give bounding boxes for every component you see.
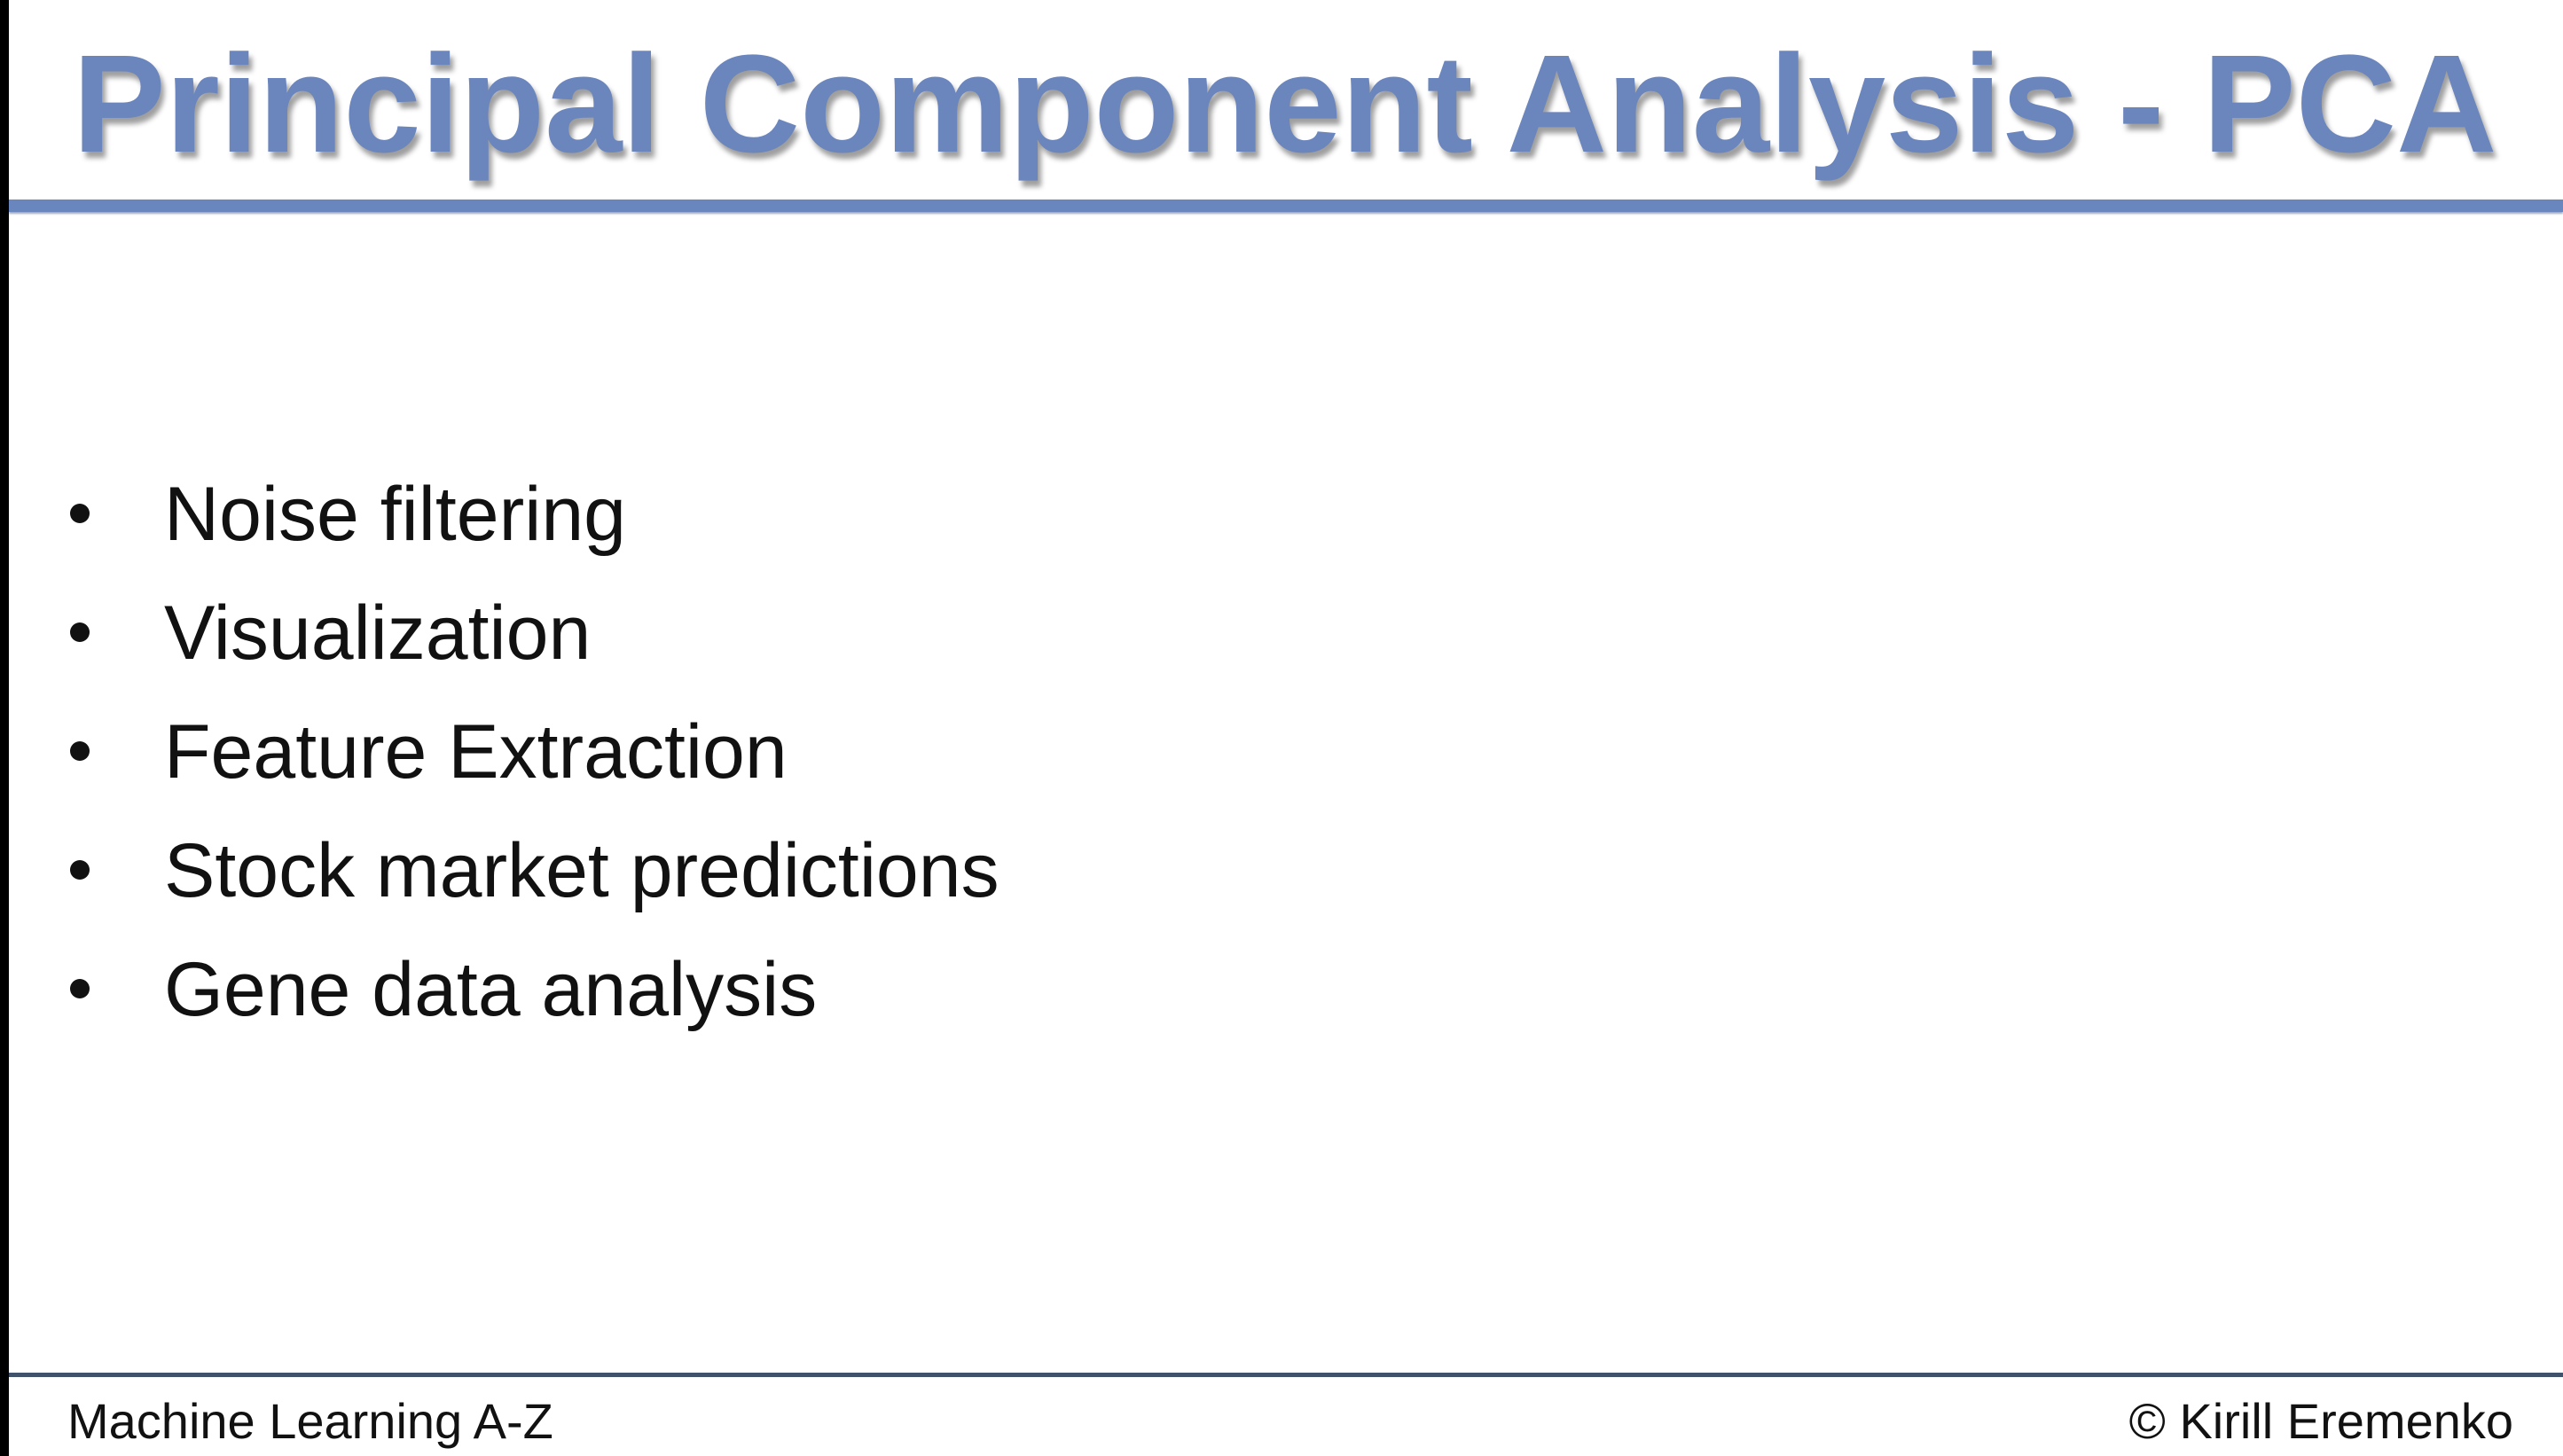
slide: Principal Component Analysis - PCA Noise… [9, 0, 2563, 1456]
bullet-text: Visualization [164, 591, 592, 676]
bullet-text: Stock market predictions [164, 828, 999, 913]
bullet-text: Feature Extraction [164, 709, 788, 795]
bullet-icon [70, 504, 90, 523]
bullet-icon [70, 622, 90, 642]
bullet-text: Gene data analysis [164, 947, 818, 1032]
bullet-icon [70, 979, 90, 998]
title-divider [9, 200, 2563, 212]
footer-course-label: Machine Learning A-Z [67, 1393, 553, 1449]
slide-title: Principal Component Analysis - PCA [73, 27, 2497, 182]
bullet-text: Noise filtering [164, 472, 626, 557]
footer-copyright: © Kirill Eremenko [2128, 1393, 2513, 1449]
bullet-icon [70, 860, 90, 880]
bullet-icon [70, 741, 90, 761]
footer-divider [9, 1373, 2563, 1377]
